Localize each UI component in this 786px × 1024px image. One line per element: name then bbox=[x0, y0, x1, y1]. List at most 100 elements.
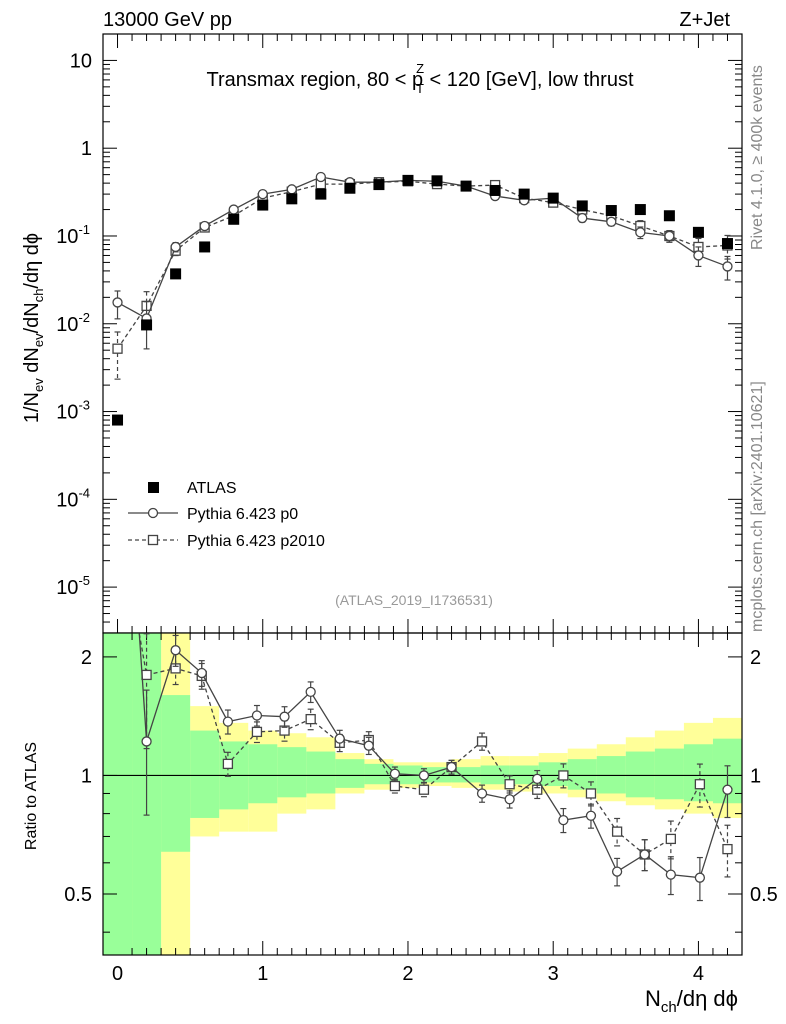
ratio-band-green bbox=[654, 748, 684, 800]
p0-ratio-point bbox=[585, 810, 597, 821]
ratio-band-green bbox=[683, 744, 713, 802]
ratio-band-green bbox=[596, 756, 626, 794]
atlas-point bbox=[257, 199, 269, 211]
x-tick-label: 0 bbox=[112, 963, 123, 985]
p2010-ratio-point bbox=[558, 770, 569, 781]
atlas-point bbox=[170, 268, 182, 280]
atlas-point bbox=[431, 175, 443, 187]
p0-ratio-point bbox=[196, 667, 207, 679]
atlas-point bbox=[721, 238, 733, 250]
y-tick-label-main: 10 bbox=[70, 50, 92, 72]
ratio-band-green bbox=[103, 633, 133, 955]
y-tick-label-main: 10-3 bbox=[56, 398, 90, 424]
p0-ratio-point bbox=[504, 794, 515, 805]
chart-title-sub: T bbox=[416, 81, 424, 96]
p2010-ratio-point bbox=[722, 843, 733, 855]
legend-marker-p0 bbox=[147, 507, 159, 519]
p0-ratio-point bbox=[722, 784, 733, 795]
p0-point bbox=[228, 204, 239, 215]
legend: ATLAS Pythia 6.423 p0 Pythia 6.423 p2010 bbox=[128, 480, 325, 550]
atlas-point bbox=[489, 184, 501, 196]
p2010-ratio-point bbox=[504, 779, 515, 790]
y-tick-label-main: 10-5 bbox=[56, 573, 90, 599]
p2010-ratio-point bbox=[389, 780, 401, 792]
y-tick-label-main: 10-1 bbox=[56, 222, 90, 248]
p0-ratio-point bbox=[251, 710, 263, 721]
p0-point bbox=[606, 216, 617, 227]
side-label-mcplots: mcplots.cern.ch [arXiv:2401.10621] bbox=[749, 381, 766, 632]
main-panel: 10-5 10-4 10-3 10-2 10-1 1 10 bbox=[56, 33, 743, 955]
p2010-ratio-point bbox=[305, 713, 316, 725]
y-tick-label-ratio: 1 bbox=[81, 765, 92, 787]
atlas-point bbox=[402, 174, 414, 186]
p0-point bbox=[722, 261, 733, 272]
x-tick-label: 3 bbox=[548, 963, 559, 985]
p2010-line bbox=[116, 180, 728, 350]
legend-label-atlas: ATLAS bbox=[187, 480, 237, 497]
y-tick-label-ratio-right: 0.5 bbox=[750, 884, 778, 906]
p2010-ratio-line bbox=[138, 633, 729, 856]
ratio-band-green bbox=[422, 767, 452, 783]
p0-point bbox=[693, 250, 704, 261]
p0-point bbox=[199, 220, 210, 232]
y-tick-label-ratio-right: 1 bbox=[750, 765, 761, 787]
x-tick-label: 2 bbox=[402, 963, 413, 985]
x-tick-label: 1 bbox=[257, 963, 268, 985]
atlas-point bbox=[605, 205, 617, 217]
side-label-rivet: Rivet 4.1.0, ≥ 400k events bbox=[749, 65, 766, 250]
ratio-band-green bbox=[161, 695, 191, 852]
p2010-ratio-point bbox=[694, 779, 706, 790]
p2010-ratio-point bbox=[251, 726, 263, 738]
x-axis-label-sub: ch bbox=[661, 999, 677, 1016]
ratio-band-green bbox=[625, 751, 655, 798]
ratio-band-green bbox=[190, 730, 220, 818]
p0-ratio-point bbox=[694, 872, 706, 883]
legend-marker-p2010 bbox=[147, 534, 159, 546]
ratio-band-green bbox=[277, 747, 307, 798]
chart-title-sup: Z bbox=[416, 61, 424, 76]
p0-ratio-point bbox=[363, 740, 374, 751]
p0-ratio-point bbox=[446, 761, 457, 773]
legend-label-p2010: Pythia 6.423 p2010 bbox=[187, 533, 325, 550]
p0-point bbox=[315, 171, 326, 183]
atlas-point bbox=[199, 241, 211, 253]
ratio-band-green bbox=[364, 763, 394, 785]
x-axis-label-main: N bbox=[645, 986, 661, 1011]
chart-title: Transmax region, 80 < pZ T < 120 [GeV], l… bbox=[206, 61, 633, 96]
atlas-point bbox=[228, 213, 240, 225]
ratio-band-green bbox=[335, 759, 365, 788]
chart-title-main: Transmax region, 80 < p bbox=[206, 69, 423, 91]
x-tick-label: 4 bbox=[693, 963, 704, 985]
header-right: Z+Jet bbox=[679, 9, 730, 31]
y-tick-label-main: 1 bbox=[81, 138, 92, 160]
atlas-point bbox=[576, 200, 588, 212]
header-left: 13000 GeV pp bbox=[103, 9, 232, 31]
p0-ratio-point bbox=[305, 686, 316, 698]
atlas-point bbox=[286, 193, 298, 205]
p2010-ratio-point bbox=[665, 833, 676, 845]
p0-point bbox=[664, 230, 675, 242]
atlas-point bbox=[547, 192, 559, 204]
y-tick-label-main: 10-2 bbox=[56, 310, 90, 336]
ratio-band-green bbox=[567, 759, 597, 790]
p2010-point bbox=[112, 343, 123, 354]
p2010-ratio-point bbox=[222, 758, 234, 770]
chart-title-rest: < 120 [GeV], low thrust bbox=[424, 69, 634, 91]
ratio-band-green bbox=[451, 767, 481, 783]
p0-ratio-point bbox=[389, 768, 401, 779]
p0-ratio-point bbox=[476, 788, 488, 799]
legend-marker-atlas bbox=[148, 482, 159, 493]
p0-ratio-point bbox=[418, 770, 430, 781]
y-axis-label-main: 1/Nev dNev/dNch/dη dϕ bbox=[21, 233, 46, 423]
atlas-point bbox=[141, 319, 153, 331]
x-axis-label-rest: /dη dϕ bbox=[677, 986, 738, 1011]
y-tick-label-ratio-right: 2 bbox=[750, 647, 761, 669]
atlas-point bbox=[315, 188, 327, 200]
p0-ratio-point bbox=[665, 869, 676, 880]
atlas-point bbox=[518, 188, 530, 200]
y-axis-label-ratio: Ratio to ATLAS bbox=[23, 742, 40, 850]
analysis-id: (ATLAS_2019_I1736531) bbox=[335, 592, 493, 608]
p0-point bbox=[286, 184, 297, 195]
y-tick-label-main: 10-4 bbox=[56, 485, 90, 511]
atlas-point bbox=[460, 180, 472, 192]
